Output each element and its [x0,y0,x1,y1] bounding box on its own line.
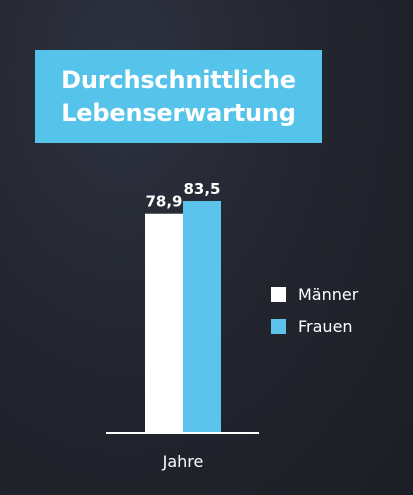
bar-maenner [145,213,183,432]
bar-frauen [183,201,221,432]
legend: Männer Frauen [271,283,358,347]
value-label-frauen: 83,5 [183,180,220,198]
value-label-maenner: 78,9 [145,193,182,211]
bar-group [145,201,221,432]
legend-label-maenner: Männer [298,284,359,304]
legend-swatch-maenner [271,286,286,302]
chart-title-line-1: Durchschnittliche [61,65,296,94]
value-label-group: 78,983,5 [145,180,220,211]
legend-label-frauen: Frauen [298,316,353,336]
chart-title-box: Durchschnittliche Lebenserwartung [35,50,322,143]
x-axis-category-label: Jahre [162,452,204,471]
legend-item-maenner: Männer [271,283,358,305]
chart-title-line-2: Lebenserwartung [61,98,296,127]
legend-swatch-frauen [271,318,286,334]
legend-item-frauen: Frauen [271,315,358,337]
